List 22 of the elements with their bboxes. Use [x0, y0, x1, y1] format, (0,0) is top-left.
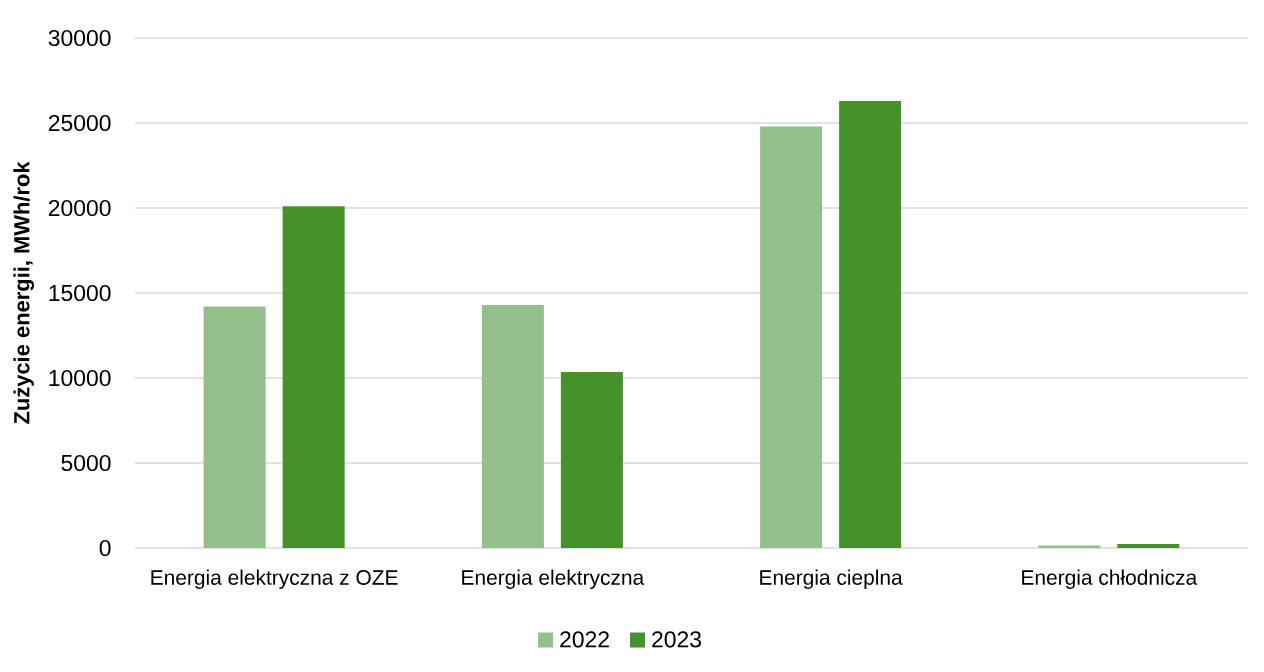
y-tick-label: 20000 [48, 199, 111, 217]
y-tick-label: 0 [99, 539, 111, 557]
bar [282, 206, 345, 548]
bar [481, 304, 544, 548]
bar [1117, 544, 1180, 548]
bar [1038, 545, 1101, 548]
legend-label: 2023 [652, 631, 701, 648]
x-tick-label: Energia elektryczna [462, 569, 645, 590]
y-tick-label: 25000 [48, 114, 111, 132]
y-tick-label: 5000 [61, 454, 111, 472]
legend-label: 2022 [560, 631, 609, 648]
y-tick-label: 10000 [49, 369, 111, 387]
y-tick-label: 15000 [49, 284, 111, 302]
bar [560, 372, 623, 548]
x-tick-label: Energia elektryczna z OZE [151, 569, 398, 590]
bar [839, 100, 902, 548]
x-tick-label: Energia chłodnicza [1022, 569, 1198, 590]
y-axis-title: Zużycie energii, MWh/rok [13, 161, 34, 424]
bar [760, 126, 823, 548]
x-tick-label: Energia cieplna [760, 569, 903, 590]
y-tick-label: 30000 [48, 29, 111, 47]
bar [203, 306, 266, 548]
